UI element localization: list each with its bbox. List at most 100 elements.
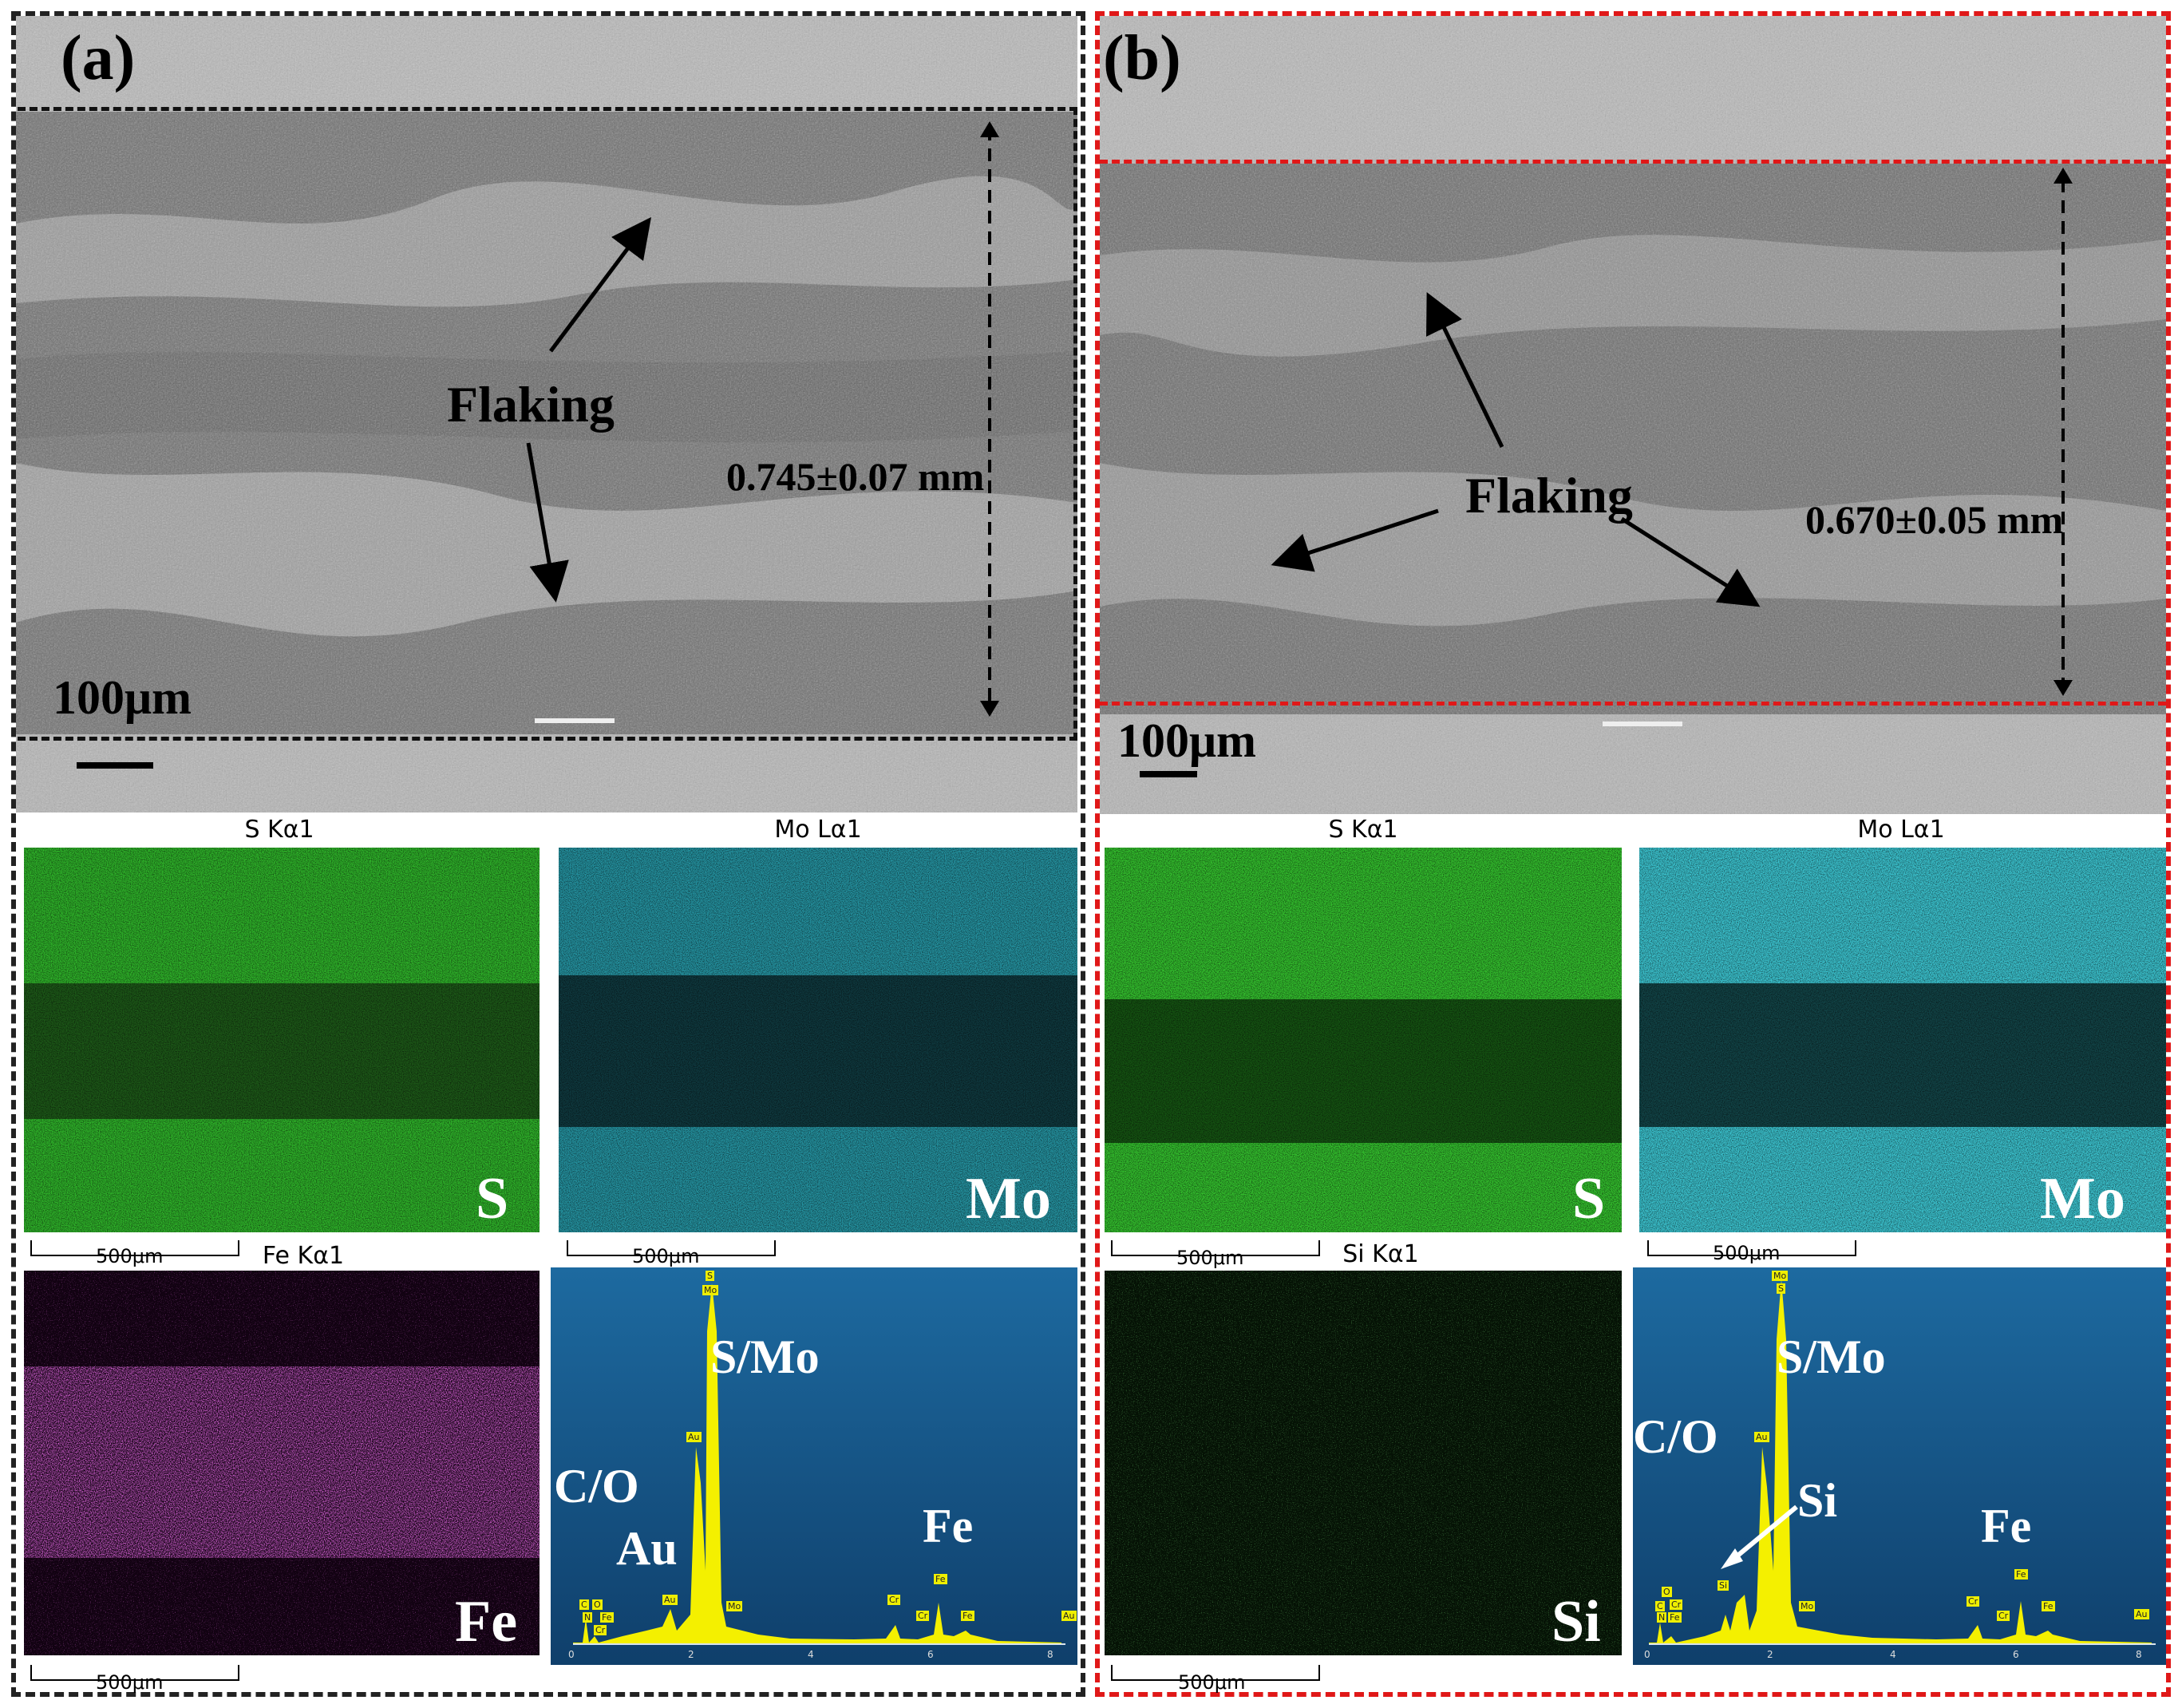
panel-a-spectrum: 0 2 4 6 8 C O N Fe Cr Au Au Mo S Mo Cr C… bbox=[551, 1267, 1077, 1665]
peak-tag: Fe bbox=[600, 1612, 614, 1623]
peak-tag: O bbox=[1662, 1587, 1672, 1597]
panel-a-label: (a) bbox=[61, 23, 136, 93]
panel-a-sem-image bbox=[16, 16, 1077, 812]
panel-b-map-mo-scalebar-label: 500μm bbox=[1713, 1242, 1781, 1264]
peak-tag: Si bbox=[1718, 1580, 1729, 1591]
peak-tag: Au bbox=[2134, 1609, 2149, 1619]
panel-b-map-si-element: Si bbox=[1552, 1589, 1601, 1655]
scalebar-100um bbox=[77, 762, 153, 769]
panel-a-map-fe-scalebar bbox=[30, 1665, 239, 1681]
panel-a-frame bbox=[11, 11, 1085, 1697]
axis-tick: 6 bbox=[2013, 1649, 2019, 1660]
panel-b-spectrum-smo: S/Mo bbox=[1777, 1330, 1886, 1383]
panel-a-map-mo-title: Mo Lα1 bbox=[774, 816, 862, 844]
panel-a-spectrum-smo: S/Mo bbox=[710, 1330, 820, 1383]
panel-b-spectrum: 0 2 4 6 8 C O N Fe Cr Si Au Mo S Mo Cr C… bbox=[1633, 1267, 2166, 1665]
axis-tick: 8 bbox=[1047, 1649, 1053, 1660]
axis-tick: 8 bbox=[2136, 1649, 2142, 1660]
peak-tag: Mo bbox=[726, 1601, 743, 1611]
peak-tag: Fe bbox=[2014, 1569, 2028, 1580]
panel-a-spectrum-au: Au bbox=[616, 1522, 678, 1575]
panel-b-sem-texture bbox=[1100, 16, 2166, 814]
panel-b-flaking-label: Flaking bbox=[1465, 467, 1633, 524]
panel-a-map-s-title: S Kα1 bbox=[244, 816, 314, 844]
axis-tick: 0 bbox=[568, 1649, 575, 1660]
axis-tick: 6 bbox=[927, 1649, 934, 1660]
panel-a-map-s bbox=[24, 848, 540, 1232]
panel-a-flaking-label: Flaking bbox=[447, 376, 615, 433]
peak-tag: Mo bbox=[1772, 1271, 1789, 1281]
panel-a-map-s-scalebar bbox=[30, 1240, 239, 1256]
scalebar-100um bbox=[1140, 771, 1197, 777]
panel-b-spectrum-si: Si bbox=[1797, 1474, 1838, 1527]
panel-b-map-si-title: Si Kα1 bbox=[1342, 1240, 1419, 1268]
panel-a-map-fe-scalebar-label: 500μm bbox=[96, 1671, 164, 1694]
flaking-arrow-up bbox=[549, 217, 651, 353]
peak-tag: Au bbox=[662, 1595, 678, 1605]
panel-b-map-s-element: S bbox=[1572, 1166, 1606, 1232]
panel-b-spectrum-fe: Fe bbox=[1981, 1500, 2032, 1552]
panel-a-scalebar-label: 100μm bbox=[53, 671, 192, 724]
panel-b-map-s-title: S Kα1 bbox=[1328, 816, 1398, 844]
axis-tick: 0 bbox=[1644, 1649, 1650, 1660]
panel-a-map-fe-element: Fe bbox=[455, 1589, 518, 1655]
peak-tag: C bbox=[579, 1599, 589, 1610]
peak-tag: Au bbox=[1754, 1432, 1769, 1442]
panel-a-map-mo-scalebar-label: 500μm bbox=[632, 1245, 700, 1267]
peak-tag: Cr bbox=[887, 1595, 901, 1605]
peak-tag: Fe bbox=[1668, 1612, 1682, 1623]
panel-b-spectrum-co: C/O bbox=[1633, 1410, 1718, 1463]
panel-b-scalebar-label: 100μm bbox=[1117, 714, 1256, 767]
peak-tag: S bbox=[1777, 1283, 1785, 1294]
peak-tag: Cr bbox=[1670, 1599, 1683, 1610]
axis-tick: 2 bbox=[1767, 1649, 1773, 1660]
peak-tag: Cr bbox=[916, 1611, 930, 1621]
peak-tag: O bbox=[592, 1599, 603, 1610]
peak-tag: Cr bbox=[594, 1625, 607, 1635]
peak-tag: N bbox=[583, 1612, 593, 1623]
panel-b-map-si bbox=[1105, 1271, 1622, 1655]
panel-b-map-si-scalebar bbox=[1111, 1665, 1320, 1681]
peak-tag: Mo bbox=[1799, 1601, 1816, 1611]
panel-a-map-fe bbox=[24, 1271, 540, 1655]
peak-tag: Fe bbox=[934, 1574, 947, 1584]
peak-tag: Fe bbox=[2042, 1601, 2055, 1611]
panel-b-map-mo-scalebar bbox=[1647, 1240, 1856, 1256]
panel-a-map-s-element: S bbox=[476, 1166, 509, 1232]
axis-tick: 4 bbox=[1890, 1649, 1896, 1660]
panel-a-map-mo bbox=[559, 848, 1077, 1232]
axis-tick: 4 bbox=[808, 1649, 814, 1660]
panel-a-width-measure: 0.745±0.07 mm bbox=[726, 454, 985, 499]
panel-a-spectrum-fe: Fe bbox=[923, 1500, 974, 1552]
peak-tag: Mo bbox=[702, 1285, 719, 1295]
panel-a-track-box bbox=[18, 107, 1077, 741]
flaking-arrow-left bbox=[1271, 508, 1439, 572]
panel-b-map-s bbox=[1105, 848, 1622, 1232]
panel-b-annotations bbox=[1140, 168, 2073, 777]
panel-b-map-s-scalebar-label: 500μm bbox=[1176, 1247, 1244, 1269]
panel-a-annotations bbox=[77, 121, 999, 769]
axis-tick: 2 bbox=[688, 1649, 694, 1660]
panel-b-width-measure: 0.670±0.05 mm bbox=[1805, 497, 2064, 542]
flaking-arrow-up bbox=[1426, 292, 1504, 449]
peak-tag: Au bbox=[686, 1432, 702, 1442]
panel-b-map-mo-element: Mo bbox=[2040, 1166, 2125, 1232]
panel-b-track-box bbox=[1100, 160, 2166, 706]
panel-a-spectrum-co: C/O bbox=[554, 1460, 639, 1512]
panel-a-map-fe-title: Fe Kα1 bbox=[262, 1242, 345, 1270]
panel-a-spectrum-plot bbox=[551, 1267, 1077, 1665]
panel-a-map-s-scalebar-label: 500μm bbox=[96, 1245, 164, 1267]
panel-b-label: (b) bbox=[1103, 23, 1181, 93]
panel-b-sem-image bbox=[1100, 16, 2166, 814]
panel-a-sem-texture bbox=[16, 16, 1077, 812]
panel-a-map-mo-scalebar bbox=[567, 1240, 776, 1256]
peak-tag: C bbox=[1655, 1601, 1665, 1611]
peak-tag: N bbox=[1657, 1612, 1667, 1623]
peak-tag: S bbox=[706, 1271, 714, 1281]
flaking-arrow-down bbox=[526, 442, 569, 603]
peak-tag: Cr bbox=[1967, 1596, 1980, 1607]
flaking-arrow-right bbox=[1620, 516, 1761, 607]
peak-tag: Au bbox=[1061, 1611, 1077, 1621]
panel-b-map-s-scalebar bbox=[1111, 1240, 1320, 1256]
peak-tag: Fe bbox=[961, 1611, 974, 1621]
